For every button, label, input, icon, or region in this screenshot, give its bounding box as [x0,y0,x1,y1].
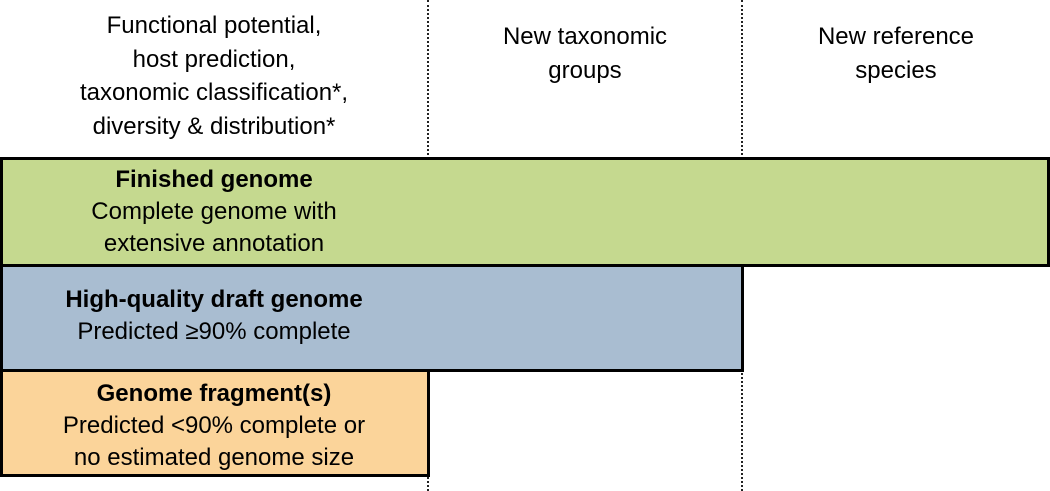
genome-fragment-label: Genome fragment(s) Predicted <90% comple… [0,378,428,474]
tier-description: Predicted ≥90% complete [77,318,351,345]
genome-fragment-bar [0,369,430,477]
tier-description: Predicted <90% complete or [62,412,366,439]
header-line: species [855,56,937,84]
header-line: New taxonomic [502,23,668,50]
header-line: diversity & distribution* [92,112,336,140]
tier-description: no estimated genome size [73,444,355,471]
header-line: New reference [817,23,975,50]
header-line: groups [548,56,622,84]
high-quality-draft-label: High-quality draft genome Predicted ≥90%… [0,284,428,348]
header-line: Functional potential, [106,12,322,39]
header-line: host prediction, [132,45,296,73]
column-header-new-taxonomic-groups: New taxonomic groups [428,20,742,87]
tier-title: Finished genome [115,166,313,193]
finished-genome-label: Finished genome Complete genome with ext… [0,164,428,260]
header-line: taxonomic classification*, [79,79,349,106]
tier-title: Genome fragment(s) [96,380,332,407]
tier-title: High-quality draft genome [65,286,363,313]
column-header-applications: Functional potential, host prediction, t… [0,0,428,152]
tier-description: extensive annotation [103,230,325,257]
column-header-new-reference-species: New reference species [742,20,1050,87]
tier-description: Complete genome with [91,198,337,225]
